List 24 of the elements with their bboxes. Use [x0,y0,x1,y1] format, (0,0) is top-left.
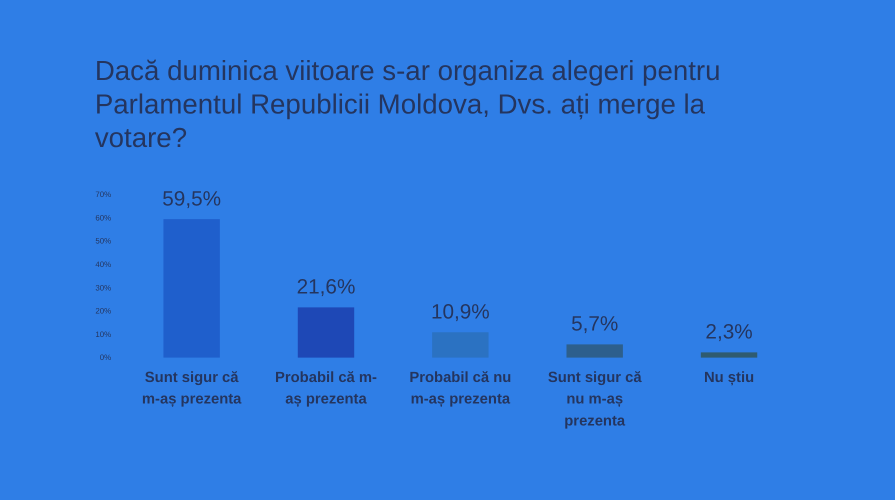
data-label: 59,5% [162,187,222,210]
x-tick-label: Nu știu [704,370,754,386]
data-label: 2,3% [705,320,753,344]
chart-title: Dacă duminica viitoare s-ar organiza alegeri pentru Parlamentul Republicii Moldova, Dvs. ați merge la votare? [94,54,720,154]
x-tick-label: Probabil că m-aș prezenta [275,370,378,408]
bar [163,219,220,358]
y-tick-label: 70% [95,190,112,200]
x-tick-label: Sunt sigur că nu m-aș prezenta [548,370,642,430]
y-tick-label: 10% [95,330,112,339]
y-tick-label: 50% [95,236,112,246]
data-label: 5,7% [571,312,618,336]
y-tick-label: 40% [95,260,112,270]
bar [566,344,623,358]
bar [700,352,758,358]
data-label: 10,9% [430,300,490,324]
y-tick-label: 60% [95,213,112,222]
x-tick-label: Probabil că nu m-aș prezenta [409,370,512,408]
data-label: 21,6% [296,276,356,299]
x-tick-label: Sunt sigur că m-aș prezenta [142,370,242,408]
y-tick-label: 30% [95,283,112,292]
bar [298,307,354,358]
y-tick-label: 20% [95,306,112,316]
y-tick-label: 0% [100,353,112,362]
bar [432,332,489,358]
